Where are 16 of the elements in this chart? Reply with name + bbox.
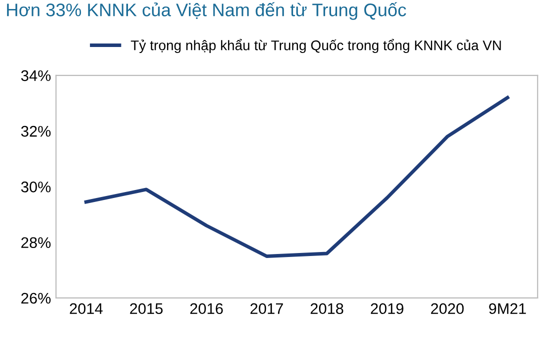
- line-series: [84, 96, 510, 258]
- y-tick-label: 32%: [21, 126, 51, 137]
- y-tick-label: 30%: [21, 182, 51, 192]
- y-tick-label: 26%: [21, 292, 51, 304]
- legend-label: Tỷ trọng nhập khẩu từ Trung Quốc trong tổng KNNK của VN: [130, 38, 501, 54]
- x-tick-label: 2018: [310, 303, 344, 314]
- x-tick-label: 2015: [130, 303, 163, 314]
- x-tick-label: 9M21: [489, 303, 526, 314]
- x-tick-label: 2016: [190, 303, 223, 314]
- y-tick-label: 28%: [21, 237, 51, 248]
- x-tick-label: 2014: [70, 303, 103, 314]
- x-tick-label: 2017: [250, 303, 283, 314]
- x-tick-label: 2020: [431, 303, 464, 314]
- chart-title: Hơn 33% KNNK của Việt Nam đến từ Trung Quốc: [7, 2, 406, 20]
- x-tick-label: 2019: [370, 303, 404, 314]
- y-tick-label: 34%: [21, 70, 51, 82]
